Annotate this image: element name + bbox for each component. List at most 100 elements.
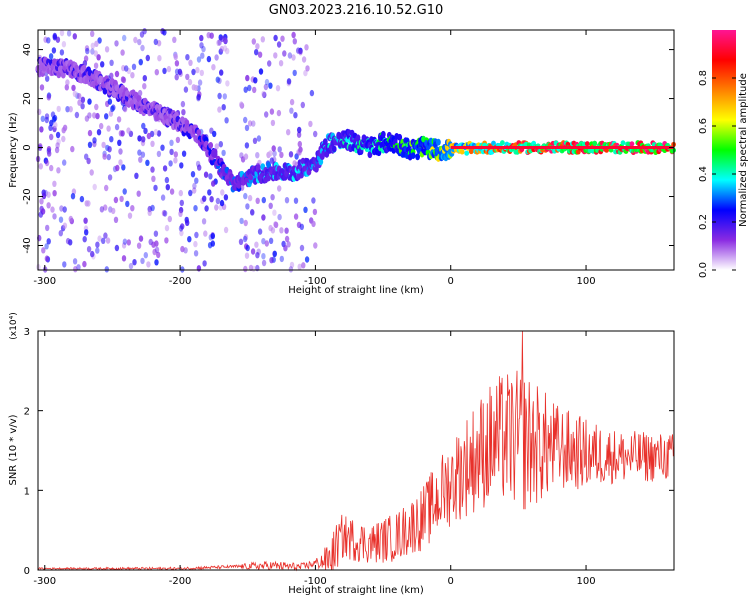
noise-speck	[289, 107, 294, 114]
noise-speck	[311, 197, 316, 204]
noise-speck	[106, 153, 112, 161]
noise-speck	[109, 136, 114, 143]
noise-speck	[169, 148, 174, 156]
spectrogram-heatmap	[35, 28, 676, 273]
tick-label: 0.6	[698, 118, 709, 134]
noise-speck	[264, 111, 269, 118]
noise-speck	[140, 151, 146, 158]
tick-label: 2	[24, 407, 30, 418]
noise-speck	[178, 210, 183, 217]
noise-speck	[192, 187, 197, 194]
ridge-point	[318, 158, 324, 166]
noise-speck	[150, 166, 155, 173]
noise-speck	[179, 162, 184, 169]
noise-speck	[72, 33, 78, 40]
noise-speck	[268, 237, 274, 244]
noise-speck	[97, 37, 102, 44]
noise-speck	[41, 247, 46, 254]
noise-speck	[221, 104, 226, 111]
noise-speck	[143, 127, 148, 135]
noise-speck	[55, 131, 61, 139]
noise-speck	[137, 149, 142, 156]
noise-speck	[133, 36, 138, 44]
noise-speck	[294, 153, 299, 160]
noise-speck	[270, 119, 276, 127]
noise-speck	[45, 224, 50, 232]
noise-speck	[126, 127, 131, 134]
noise-speck	[257, 228, 263, 235]
noise-speck	[121, 164, 126, 171]
noise-speck	[137, 38, 142, 46]
noise-speck	[93, 62, 99, 69]
snr-x-label: Height of straight line (km)	[288, 585, 424, 596]
tick-label: -200	[169, 276, 192, 287]
noise-speck	[270, 194, 275, 201]
ridge-point	[415, 153, 420, 161]
noise-speck	[242, 235, 248, 243]
noise-speck	[114, 123, 120, 131]
noise-speck	[223, 194, 229, 201]
noise-speck	[210, 232, 215, 240]
noise-speck	[104, 184, 109, 192]
ridge-point	[464, 150, 470, 156]
tick-label: -20	[22, 188, 33, 204]
noise-speck	[121, 76, 127, 84]
noise-speck	[136, 190, 141, 197]
noise-speck	[94, 40, 99, 47]
noise-speck	[269, 108, 275, 115]
noise-speck	[52, 190, 57, 197]
noise-speck	[121, 255, 127, 262]
noise-speck	[142, 28, 147, 35]
noise-speck	[218, 141, 223, 148]
noise-speck	[270, 227, 276, 234]
noise-speck	[39, 126, 44, 133]
noise-speck	[221, 149, 226, 157]
noise-speck	[90, 250, 95, 258]
noise-speck	[118, 148, 123, 155]
noise-speck	[238, 238, 244, 245]
noise-speck	[255, 43, 260, 50]
tick-label: 20	[22, 92, 33, 105]
tick-label: 0.8	[698, 70, 709, 86]
noise-speck	[71, 84, 76, 92]
tick-label: 0.2	[698, 214, 709, 230]
noise-speck	[168, 160, 173, 167]
noise-speck	[276, 41, 282, 48]
noise-speck	[116, 116, 122, 123]
colorbar-ticks: 0.0 0.2 0.4 0.6 0.8	[698, 70, 736, 278]
noise-speck	[61, 41, 67, 48]
noise-speck	[214, 204, 219, 211]
noise-speck	[113, 196, 119, 204]
noise-speck	[247, 84, 252, 92]
noise-speck	[197, 164, 202, 171]
colorbar-label: Normalized spectral amplitude	[738, 73, 749, 227]
noise-speck	[272, 250, 277, 257]
tick-label: 0	[22, 144, 33, 150]
noise-speck	[145, 54, 150, 62]
noise-speck	[275, 85, 281, 92]
noise-speck	[52, 180, 57, 187]
noise-speck	[64, 84, 70, 91]
spectrogram-y-label: Frequency (Hz)	[8, 112, 19, 188]
tick-label: 0	[448, 576, 454, 587]
noise-speck	[109, 72, 114, 80]
noise-speck	[162, 67, 167, 75]
noise-speck	[261, 259, 267, 267]
noise-speck	[94, 103, 99, 111]
noise-speck	[154, 259, 159, 266]
colorbar: 0.0 0.2 0.4 0.6 0.8 Normalized spectral ampl…	[698, 30, 749, 278]
noise-speck	[252, 137, 258, 144]
noise-speck	[219, 69, 224, 76]
noise-speck	[61, 159, 67, 166]
noise-speck	[279, 255, 284, 263]
noise-speck	[48, 124, 53, 131]
noise-speck	[122, 188, 127, 195]
noise-speck	[212, 130, 217, 138]
noise-speck	[90, 30, 95, 37]
noise-speck	[179, 199, 184, 207]
noise-speck	[160, 144, 165, 151]
noise-speck	[277, 213, 282, 221]
noise-speck	[84, 229, 89, 236]
noise-speck	[268, 202, 273, 209]
